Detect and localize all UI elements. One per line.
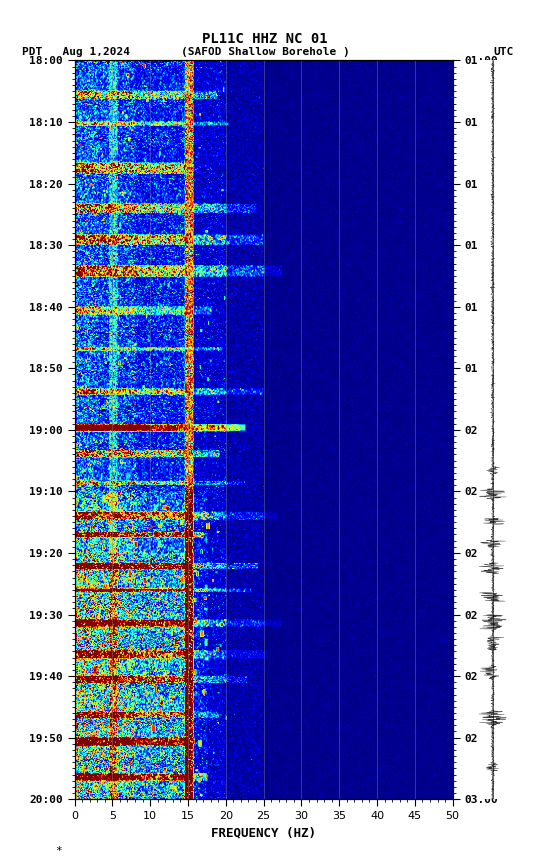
X-axis label: FREQUENCY (HZ): FREQUENCY (HZ)	[211, 827, 316, 840]
Text: PL11C HHZ NC 01: PL11C HHZ NC 01	[202, 32, 328, 46]
Text: UTC: UTC	[493, 47, 513, 57]
Text: PDT   Aug 1,2024: PDT Aug 1,2024	[22, 47, 130, 57]
Text: (SAFOD Shallow Borehole ): (SAFOD Shallow Borehole )	[181, 47, 349, 57]
Text: *: *	[55, 846, 62, 855]
